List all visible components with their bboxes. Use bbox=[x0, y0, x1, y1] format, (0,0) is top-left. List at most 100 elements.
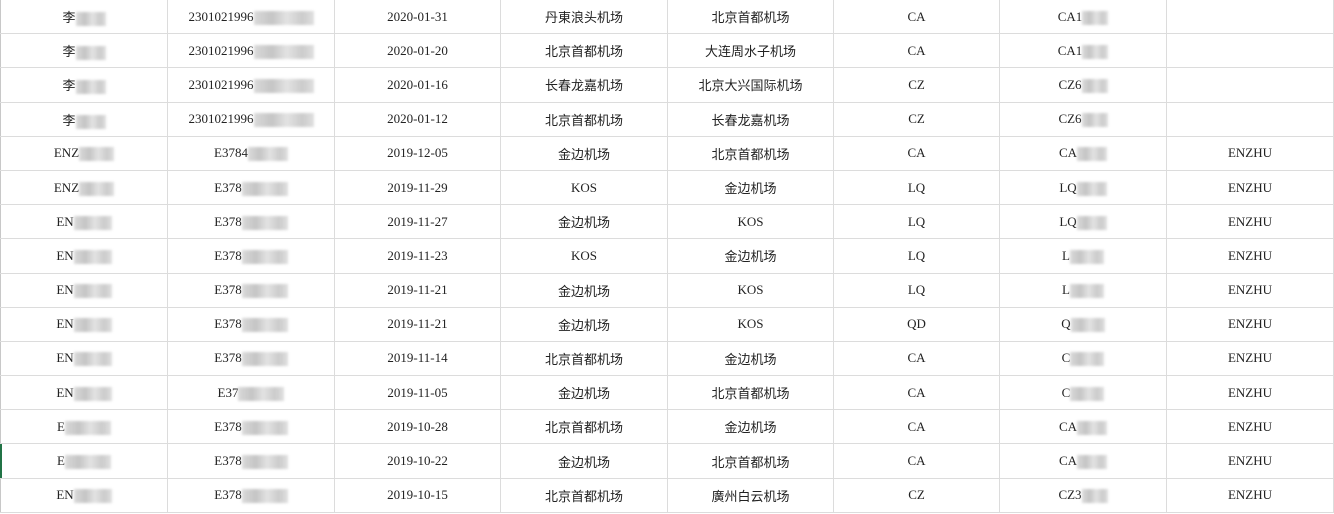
cell-name[interactable]: ENZ bbox=[0, 169, 168, 206]
cell-to[interactable]: 金边机场 bbox=[667, 238, 834, 274]
cell-name[interactable]: 李 bbox=[0, 0, 168, 35]
cell-name[interactable]: EN bbox=[0, 306, 168, 342]
cell-date[interactable]: 2019-10-22 bbox=[334, 443, 501, 479]
cell-flight[interactable]: CA1 bbox=[999, 33, 1167, 69]
cell-passenger[interactable]: ENZHU bbox=[1166, 375, 1334, 411]
cell-flight[interactable]: CZ6 bbox=[999, 67, 1167, 103]
cell-passenger[interactable] bbox=[1166, 67, 1334, 103]
cell-name[interactable]: 李 bbox=[0, 33, 168, 69]
cell-to[interactable]: 北京首都机场 bbox=[667, 135, 834, 171]
cell-to[interactable]: 大连周水子机场 bbox=[667, 33, 834, 69]
cell-passenger[interactable]: ENZHU bbox=[1166, 443, 1334, 479]
cell-date[interactable]: 2019-11-21 bbox=[334, 272, 501, 308]
cell-passenger[interactable]: ENZHU bbox=[1166, 306, 1334, 342]
cell-name[interactable]: E bbox=[0, 409, 168, 445]
cell-flight[interactable]: CA bbox=[999, 135, 1167, 171]
cell-id[interactable]: E378 bbox=[167, 238, 335, 274]
cell-passenger[interactable]: ENZHU bbox=[1166, 477, 1334, 513]
cell-date[interactable]: 2019-11-05 bbox=[334, 375, 501, 411]
cell-to[interactable]: 北京大兴国际机场 bbox=[667, 67, 834, 103]
cell-airline[interactable]: LQ bbox=[833, 238, 1000, 274]
cell-flight[interactable]: CZ3 bbox=[999, 477, 1167, 513]
cell-from[interactable]: 金边机场 bbox=[500, 443, 668, 479]
cell-flight[interactable]: CA bbox=[999, 443, 1167, 479]
cell-from[interactable]: 金边机场 bbox=[500, 272, 668, 308]
cell-date[interactable]: 2020-01-16 bbox=[334, 67, 501, 103]
cell-from[interactable]: 北京首都机场 bbox=[500, 477, 668, 513]
cell-name[interactable]: 李 bbox=[0, 101, 168, 137]
cell-to[interactable]: 北京首都机场 bbox=[667, 0, 834, 35]
cell-airline[interactable]: CA bbox=[833, 340, 1000, 377]
cell-to[interactable]: 金边机场 bbox=[667, 409, 834, 445]
cell-passenger[interactable]: ENZHU bbox=[1166, 204, 1334, 240]
cell-id[interactable]: 2301021996 bbox=[167, 101, 335, 137]
cell-date[interactable]: 2019-10-15 bbox=[334, 477, 501, 513]
cell-name[interactable]: EN bbox=[0, 238, 168, 274]
cell-from[interactable]: 金边机场 bbox=[500, 135, 668, 171]
cell-name[interactable]: EN bbox=[0, 204, 168, 240]
cell-airline[interactable]: CA bbox=[833, 409, 1000, 445]
cell-airline[interactable]: CZ bbox=[833, 477, 1000, 513]
cell-flight[interactable]: LQ bbox=[999, 169, 1167, 206]
cell-flight[interactable]: CZ6 bbox=[999, 101, 1167, 137]
cell-id[interactable]: 2301021996 bbox=[167, 33, 335, 69]
cell-name[interactable]: EN bbox=[0, 272, 168, 308]
cell-flight[interactable]: Q bbox=[999, 306, 1167, 342]
cell-airline[interactable]: CZ bbox=[833, 101, 1000, 137]
cell-id[interactable]: E378 bbox=[167, 272, 335, 308]
cell-id[interactable]: E378 bbox=[167, 340, 335, 377]
cell-from[interactable]: 北京首都机场 bbox=[500, 101, 668, 137]
cell-id[interactable]: E378 bbox=[167, 306, 335, 342]
cell-flight[interactable]: L bbox=[999, 272, 1167, 308]
cell-to[interactable]: KOS bbox=[667, 272, 834, 308]
cell-id[interactable]: E378 bbox=[167, 169, 335, 206]
cell-to[interactable]: 长春龙嘉机场 bbox=[667, 101, 834, 137]
cell-passenger[interactable]: ENZHU bbox=[1166, 169, 1334, 206]
cell-date[interactable]: 2019-11-21 bbox=[334, 306, 501, 342]
cell-date[interactable]: 2020-01-31 bbox=[334, 0, 501, 35]
cell-passenger[interactable] bbox=[1166, 101, 1334, 137]
cell-id[interactable]: E378 bbox=[167, 443, 335, 479]
cell-airline[interactable]: LQ bbox=[833, 169, 1000, 206]
cell-to[interactable]: 金边机场 bbox=[667, 340, 834, 377]
cell-flight[interactable]: C bbox=[999, 340, 1167, 377]
cell-from[interactable]: 北京首都机场 bbox=[500, 409, 668, 445]
cell-from[interactable]: 北京首都机场 bbox=[500, 340, 668, 377]
cell-airline[interactable]: CZ bbox=[833, 67, 1000, 103]
cell-id[interactable]: E37 bbox=[167, 375, 335, 411]
cell-from[interactable]: KOS bbox=[500, 169, 668, 206]
cell-airline[interactable]: CA bbox=[833, 0, 1000, 35]
cell-flight[interactable]: L bbox=[999, 238, 1167, 274]
cell-to[interactable]: 廣州白云机场 bbox=[667, 477, 834, 513]
cell-to[interactable]: KOS bbox=[667, 204, 834, 240]
cell-date[interactable]: 2019-11-29 bbox=[334, 169, 501, 206]
cell-airline[interactable]: QD bbox=[833, 306, 1000, 342]
cell-passenger[interactable] bbox=[1166, 33, 1334, 69]
cell-date[interactable]: 2019-10-28 bbox=[334, 409, 501, 445]
cell-from[interactable]: 长春龙嘉机场 bbox=[500, 67, 668, 103]
cell-airline[interactable]: CA bbox=[833, 135, 1000, 171]
cell-flight[interactable]: CA1 bbox=[999, 0, 1167, 35]
cell-name[interactable]: EN bbox=[0, 340, 168, 377]
cell-from[interactable]: 北京首都机场 bbox=[500, 33, 668, 69]
cell-from[interactable]: 金边机场 bbox=[500, 306, 668, 342]
cell-airline[interactable]: CA bbox=[833, 375, 1000, 411]
cell-to[interactable]: 金边机场 bbox=[667, 169, 834, 206]
cell-date[interactable]: 2020-01-20 bbox=[334, 33, 501, 69]
cell-date[interactable]: 2019-12-05 bbox=[334, 135, 501, 171]
cell-passenger[interactable] bbox=[1166, 0, 1334, 35]
cell-id[interactable]: E378 bbox=[167, 409, 335, 445]
cell-date[interactable]: 2019-11-14 bbox=[334, 340, 501, 377]
cell-name[interactable]: EN bbox=[0, 477, 168, 513]
cell-passenger[interactable]: ENZHU bbox=[1166, 238, 1334, 274]
cell-flight[interactable]: CA bbox=[999, 409, 1167, 445]
cell-date[interactable]: 2020-01-12 bbox=[334, 101, 501, 137]
cell-name[interactable]: EN bbox=[0, 375, 168, 411]
cell-id[interactable]: E3784 bbox=[167, 135, 335, 171]
cell-to[interactable]: 北京首都机场 bbox=[667, 443, 834, 479]
cell-id[interactable]: E378 bbox=[167, 477, 335, 513]
cell-id[interactable]: E378 bbox=[167, 204, 335, 240]
cell-flight[interactable]: C bbox=[999, 375, 1167, 411]
cell-from[interactable]: 丹東浪头机场 bbox=[500, 0, 668, 35]
cell-passenger[interactable]: ENZHU bbox=[1166, 340, 1334, 377]
